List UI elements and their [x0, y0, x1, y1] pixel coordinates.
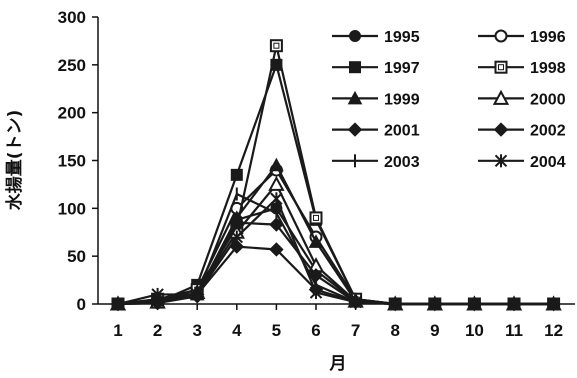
y-tick-label: 0: [77, 295, 86, 314]
series-2004: [111, 192, 560, 311]
data-point: [268, 175, 285, 191]
y-tick-label: 150: [58, 152, 86, 171]
y-tick-label: 300: [58, 8, 86, 27]
legend-item-1995: 1995: [332, 29, 420, 46]
legend-item-1997: 1997: [332, 60, 420, 77]
series-line: [117, 197, 554, 306]
legend-item-2001: 2001: [332, 122, 420, 140]
legend-item-1998: 1998: [478, 60, 566, 77]
x-axis-ticks: 1 2 3 4 5 6 7 8 9 10 11 12: [113, 304, 563, 340]
legend-label: 2001: [384, 123, 420, 140]
data-point: [269, 157, 284, 172]
x-tick-label: 10: [465, 321, 484, 340]
x-tick-label: 5: [272, 321, 281, 340]
x-tick-label: 9: [430, 321, 439, 340]
legend-label: 2000: [530, 91, 566, 108]
legend-label: 2003: [384, 154, 420, 171]
x-tick-label: 12: [544, 321, 563, 340]
data-point: [493, 122, 509, 137]
data-point: [494, 60, 508, 74]
data-point: [269, 242, 284, 257]
data-point: [309, 211, 323, 225]
y-axis-title: 水揚量(トン): [4, 110, 25, 211]
legend-label: 1996: [530, 29, 566, 46]
x-tick-label: 7: [351, 321, 360, 340]
x-tick-label: 8: [390, 321, 399, 340]
legend-item-2003: 2003: [332, 154, 420, 171]
data-point: [492, 89, 510, 105]
x-tick-label: 6: [311, 321, 320, 340]
legend-label: 1998: [530, 60, 566, 77]
data-point: [347, 90, 363, 105]
legend-label: 1997: [384, 60, 420, 77]
data-point: [269, 39, 283, 53]
y-tick-label: 100: [58, 199, 86, 218]
x-tick-label: 4: [232, 321, 242, 340]
y-tick-label: 50: [67, 247, 86, 266]
y-axis-ticks: 0 50 100 150 200 250 300: [58, 8, 98, 314]
x-tick-label: 2: [153, 321, 162, 340]
data-point: [229, 215, 245, 230]
data-point-inner: [273, 42, 280, 49]
x-tick-label: 11: [505, 321, 523, 340]
legend-label: 1999: [384, 91, 420, 108]
legend-item-1996: 1996: [478, 29, 566, 46]
data-point: [230, 168, 243, 181]
data-point: [349, 61, 361, 74]
x-tick-label: 1: [113, 321, 122, 340]
y-tick-label: 250: [58, 56, 86, 75]
legend-item-2002: 2002: [478, 122, 566, 140]
series-layer: [109, 39, 562, 312]
legend: 1995 1996 1997 1998 1999 2000 2001 2002 2003 2004: [332, 29, 566, 171]
data-point: [308, 234, 324, 248]
x-axis-title: 月: [329, 354, 347, 374]
series-line: [117, 44, 554, 306]
x-tick-label: 3: [192, 321, 201, 340]
legend-label: 2002: [530, 123, 566, 140]
y-tick-label: 200: [58, 104, 86, 123]
legend-item-2004: 2004: [478, 154, 566, 171]
data-point-inner: [313, 214, 319, 221]
data-point-inner: [498, 64, 504, 71]
data-point: [494, 29, 508, 43]
legend-item-1999: 1999: [332, 90, 420, 108]
data-point: [349, 30, 361, 42]
legend-item-2000: 2000: [478, 89, 566, 108]
data-point: [347, 122, 363, 137]
legend-label: 2004: [530, 154, 566, 171]
legend-label: 1995: [384, 29, 420, 46]
